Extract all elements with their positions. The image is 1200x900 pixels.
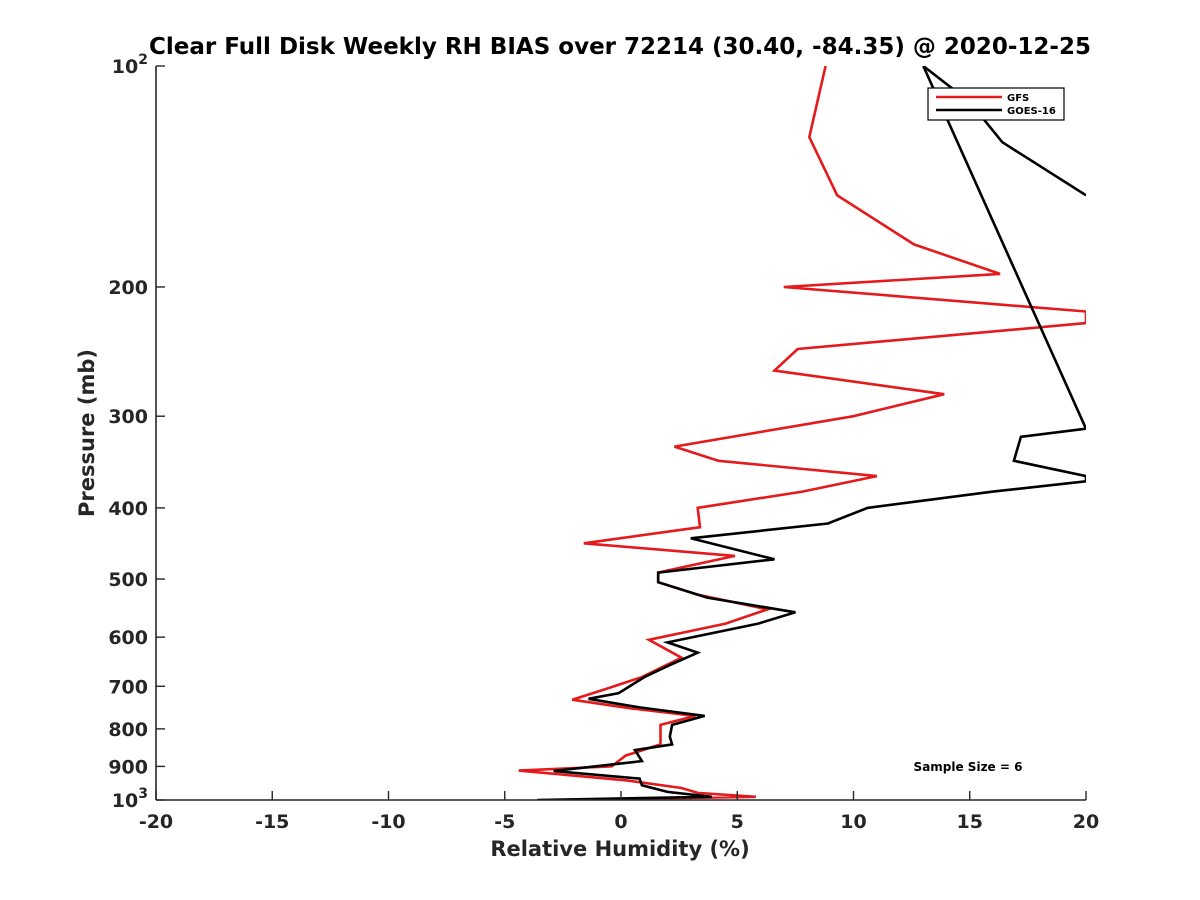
x-tick-label: 0 — [614, 811, 627, 833]
series-line-goes-16 — [537, 66, 1086, 800]
x-tick-label: -10 — [371, 811, 405, 833]
y-axis-label: Pressure (mb) — [75, 349, 99, 517]
sample-size-annotation: Sample Size = 6 — [914, 760, 1023, 774]
series-layer — [518, 66, 1086, 800]
legend-label-goes-16: GOES-16 — [1007, 106, 1056, 117]
x-tick-label: 5 — [731, 811, 744, 833]
y-tick-label: 800 — [108, 719, 148, 741]
y-tick-label: 600 — [108, 627, 148, 649]
plot-area — [156, 66, 1086, 800]
x-tick-label: 20 — [1073, 811, 1099, 833]
legend: GFS GOES-16 — [927, 87, 1065, 121]
y-tick-label: 900 — [108, 756, 148, 778]
y-tick-label: 103 — [112, 786, 148, 812]
legend-box — [927, 87, 1065, 121]
chart-title: Clear Full Disk Weekly RH BIAS over 7221… — [149, 34, 1091, 60]
x-tick-label: -20 — [139, 811, 173, 833]
x-tick-label: -15 — [255, 811, 289, 833]
x-tick-label: 15 — [957, 811, 983, 833]
y-tick-label: 102 — [112, 52, 148, 78]
y-tick-label: 500 — [108, 569, 148, 591]
y-tick-label: 300 — [108, 406, 148, 428]
x-tick-label: 10 — [840, 811, 866, 833]
y-tick-label: 400 — [108, 498, 148, 520]
y-tick-label: 700 — [108, 676, 148, 698]
x-axis-label: Relative Humidity (%) — [490, 837, 749, 861]
legend-label-gfs: GFS — [1007, 93, 1029, 104]
x-tick-label: -5 — [494, 811, 515, 833]
y-tick-label: 200 — [108, 277, 148, 299]
axes-layer: -20 -15 -10 -5 0 5 10 15 20 102 200 300 400 500 600 700… — [108, 52, 1099, 833]
